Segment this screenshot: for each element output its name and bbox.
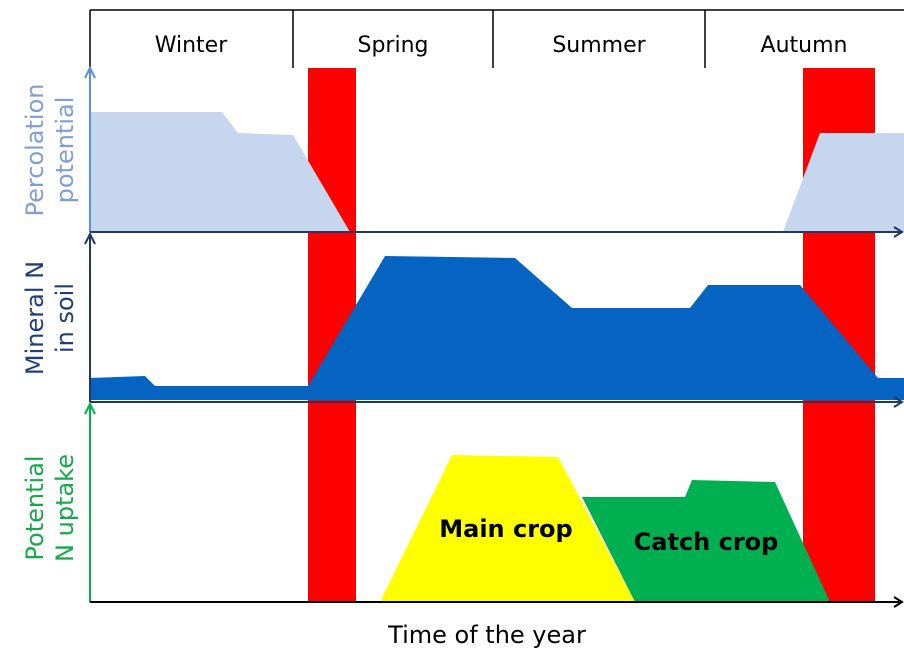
axis-arrow xyxy=(893,226,904,238)
side-label: Percolation potential xyxy=(21,84,79,217)
side-label-line: in soil xyxy=(51,283,79,353)
side-label: Potential N uptake xyxy=(21,454,79,562)
season-header xyxy=(89,9,904,68)
catch-crop-area xyxy=(582,480,830,602)
axis-arrow xyxy=(893,396,904,408)
percolation-area xyxy=(783,133,904,232)
crop-label: Main crop xyxy=(439,515,572,543)
side-label-line: Mineral N xyxy=(21,261,49,375)
mineral-n-area xyxy=(90,256,904,400)
season-label: Summer xyxy=(552,33,646,58)
axes xyxy=(84,65,904,608)
crop-label: Catch crop xyxy=(634,528,779,556)
side-label: Mineral N in soil xyxy=(21,261,79,375)
side-label-line: Percolation xyxy=(21,84,49,217)
side-label-line: N uptake xyxy=(51,454,79,562)
main-crop-area xyxy=(380,455,635,602)
season-label: Autumn xyxy=(761,33,848,58)
axis-arrow xyxy=(84,231,96,245)
side-label-line: potential xyxy=(51,97,79,204)
percolation-area xyxy=(90,112,350,232)
x-axis-label: Time of the year xyxy=(387,621,586,649)
season-label: Winter xyxy=(155,33,228,58)
season-label: Spring xyxy=(358,33,429,58)
side-label-line: Potential xyxy=(21,455,49,560)
axis-arrow xyxy=(84,65,96,79)
axis-arrow xyxy=(893,596,904,608)
axis-arrow xyxy=(84,401,96,415)
